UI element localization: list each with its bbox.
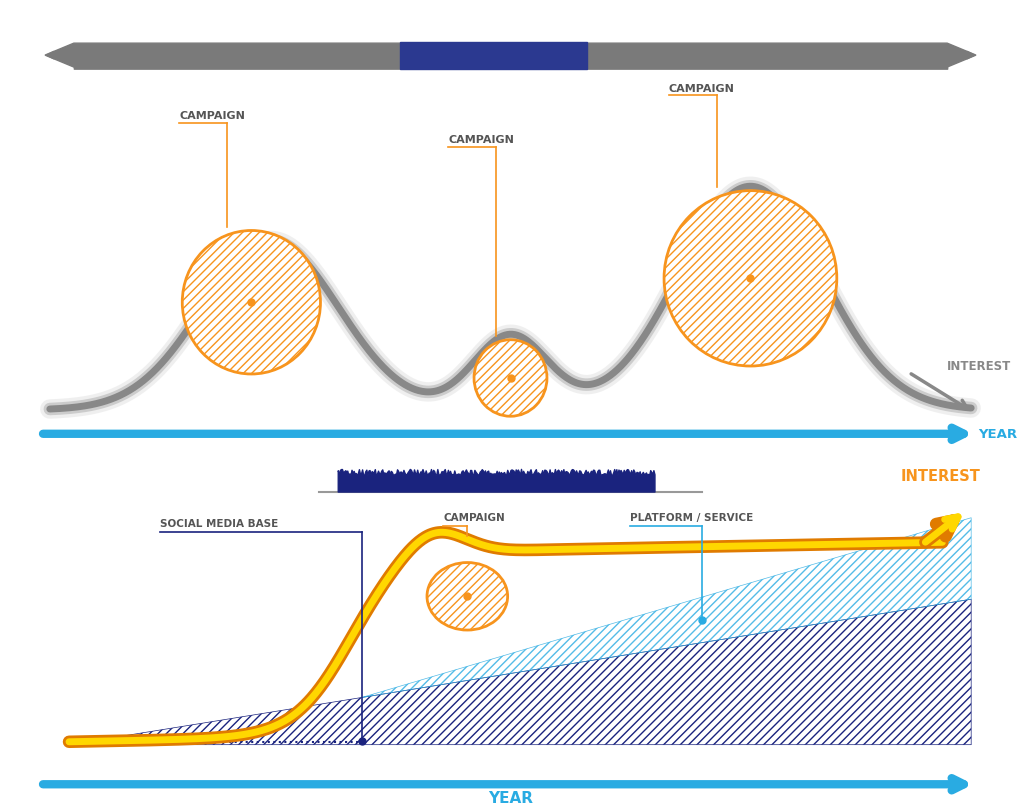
Ellipse shape (664, 191, 837, 367)
Text: CAMPAIGN: CAMPAIGN (669, 84, 735, 93)
Ellipse shape (474, 341, 547, 417)
Text: YEAR: YEAR (978, 427, 1017, 440)
Text: INTEREST: INTEREST (947, 360, 1012, 373)
Text: PLATFORM / SERVICE: PLATFORM / SERVICE (630, 513, 753, 523)
Polygon shape (45, 44, 976, 68)
Text: SOCIAL MEDIA BASE: SOCIAL MEDIA BASE (160, 518, 279, 529)
Text: CAMPAIGN: CAMPAIGN (180, 111, 245, 122)
Text: CAMPAIGN: CAMPAIGN (443, 513, 505, 523)
Text: CAMPAIGN: CAMPAIGN (448, 135, 514, 145)
Bar (400, 42, 587, 70)
Ellipse shape (183, 231, 321, 375)
Text: INTEREST: INTEREST (901, 469, 981, 483)
Text: YEAR: YEAR (488, 790, 533, 805)
Ellipse shape (427, 563, 507, 630)
